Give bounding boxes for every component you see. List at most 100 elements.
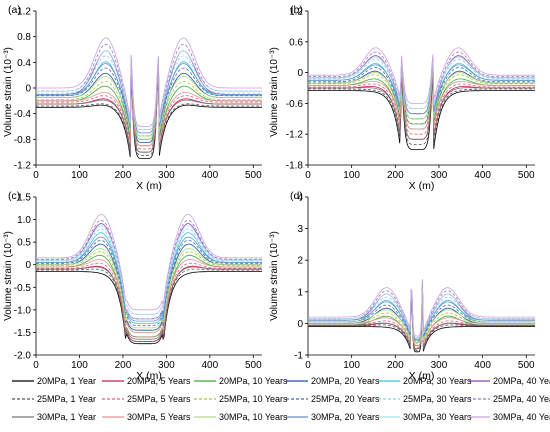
legend-label: 20MPa, 10 Years <box>219 376 288 386</box>
x-tick-label: 0 <box>33 360 39 371</box>
y-tick-label: -1.5 <box>14 328 32 339</box>
x-tick-label: 300 <box>158 170 175 181</box>
series-line-10 <box>308 57 535 115</box>
series-line-12 <box>36 266 262 340</box>
y-tick-label: 0 <box>25 84 31 95</box>
panel-0: 0 100 200 300 400 500 -1.2 -0.8 -0.4 0 0.4 0.8 1.2(a… <box>3 4 262 192</box>
series-line-14 <box>308 59 535 120</box>
series-line-15 <box>36 236 262 322</box>
series-line-7 <box>308 65 535 135</box>
x-tick-label: 200 <box>115 360 132 371</box>
y-tick-label: -1.2 <box>14 161 32 172</box>
legend-label: 30MPa, 1 Year <box>37 412 96 422</box>
series-line-9 <box>36 58 262 137</box>
y-tick-label: 1 <box>297 287 303 298</box>
legend-label: 25MPa, 5 Years <box>127 394 191 404</box>
series-line-8 <box>36 59 262 140</box>
x-tick-label: 300 <box>431 170 448 181</box>
y-axis-title: Volume strain (10⁻³) <box>3 47 14 137</box>
legend-label: 30MPa, 5 Years <box>127 412 191 422</box>
y-tick-label: -1.0 <box>14 305 32 316</box>
legend-label: 25MPa, 1 Year <box>37 394 96 404</box>
y-tick-label: 1.0 <box>17 215 31 226</box>
series-line-5 <box>308 55 535 115</box>
y-axis-title: Volume strain (10⁻³) <box>3 231 14 321</box>
legend-label: 20MPa, 30 Years <box>403 376 472 386</box>
y-tick-label: 4 <box>297 193 303 204</box>
series-line-11 <box>36 43 262 131</box>
series-line-14 <box>36 58 262 137</box>
series-line-3 <box>308 61 535 125</box>
x-tick-label: 300 <box>431 360 448 371</box>
series-line-9 <box>36 239 262 327</box>
panel-label: (c) <box>8 190 20 202</box>
series-line-0 <box>36 66 262 160</box>
y-tick-label: -0.5 <box>14 283 32 294</box>
series-line-16 <box>36 225 262 315</box>
series-line-15 <box>308 57 535 115</box>
y-axis-title: Volume strain (10⁻³) <box>269 47 280 137</box>
legend-label: 25MPa, 20 Years <box>311 394 380 404</box>
legend-label: 20MPa, 1 Year <box>37 376 96 386</box>
y-tick-label: 1.2 <box>17 7 31 18</box>
series-line-13 <box>308 63 535 130</box>
series-line-17 <box>36 37 262 127</box>
y-tick-label: 0 <box>25 260 31 271</box>
legend-label: 25MPa, 10 Years <box>219 394 288 404</box>
series-line-6 <box>308 68 535 145</box>
legend-label: 30MPa, 10 Years <box>219 412 288 422</box>
series-line-17 <box>36 213 262 311</box>
panel-label: (a) <box>8 4 21 16</box>
x-tick-label: 200 <box>387 360 404 371</box>
x-tick-label: 100 <box>71 360 88 371</box>
legend-label: 25MPa, 30 Years <box>403 394 472 404</box>
y-tick-label: -0.8 <box>14 135 32 146</box>
x-tick-label: 500 <box>245 360 262 371</box>
x-axis-title: X (m) <box>136 180 162 192</box>
x-tick-label: 0 <box>305 360 311 371</box>
y-tick-label: 0.4 <box>17 58 31 69</box>
series-line-8 <box>36 251 262 333</box>
y-tick-label: 2 <box>297 256 303 267</box>
series-line-16 <box>308 55 535 109</box>
x-axis-title: X (m) <box>136 370 162 382</box>
series-line-2 <box>308 63 535 130</box>
series-line-13 <box>36 61 262 147</box>
panel-2: 0 100 200 300 400 500 -2.0 -1.5 -1.0 -0.5 0 0.5 1.0 1… <box>3 190 262 382</box>
x-axis-title: X (m) <box>409 370 435 382</box>
series-line-10 <box>36 228 262 320</box>
y-tick-label: -1.8 <box>286 161 304 172</box>
series-line-14 <box>36 247 262 329</box>
x-tick-label: 300 <box>158 360 175 371</box>
x-tick-label: 400 <box>474 170 491 181</box>
series-group <box>36 37 262 160</box>
panel-label: (d) <box>290 190 303 202</box>
series-line-11 <box>36 219 262 315</box>
x-tick-label: 500 <box>245 170 262 181</box>
x-tick-label: 200 <box>387 170 404 181</box>
x-tick-label: 400 <box>474 360 491 371</box>
x-tick-label: 400 <box>202 170 219 181</box>
series-group <box>308 47 535 151</box>
series-line-7 <box>36 262 262 338</box>
series-line-17 <box>308 279 535 337</box>
x-tick-label: 100 <box>343 170 360 181</box>
series-group <box>308 279 535 353</box>
x-tick-label: 0 <box>305 170 311 181</box>
legend-label: 30MPa, 40 Years <box>493 412 550 422</box>
legend-label: 30MPa, 30 Years <box>403 412 472 422</box>
x-tick-label: 100 <box>343 360 360 371</box>
legend-label: 30MPa, 20 Years <box>311 412 380 422</box>
series-line-8 <box>308 61 535 125</box>
series-line-6 <box>36 65 262 156</box>
panel-1: 0 100 200 300 400 500 -1.8 -1.2 -0.6 0 0.6 1.2(b) X … <box>269 4 535 192</box>
y-tick-label: 0.8 <box>17 32 31 43</box>
y-tick-label: 0 <box>297 68 303 79</box>
series-line-17 <box>308 47 535 104</box>
y-tick-label: -1 <box>294 351 303 362</box>
series-line-16 <box>36 50 262 131</box>
series-line-13 <box>36 259 262 333</box>
y-tick-label: -2.0 <box>14 351 32 362</box>
series-line-6 <box>308 287 535 351</box>
